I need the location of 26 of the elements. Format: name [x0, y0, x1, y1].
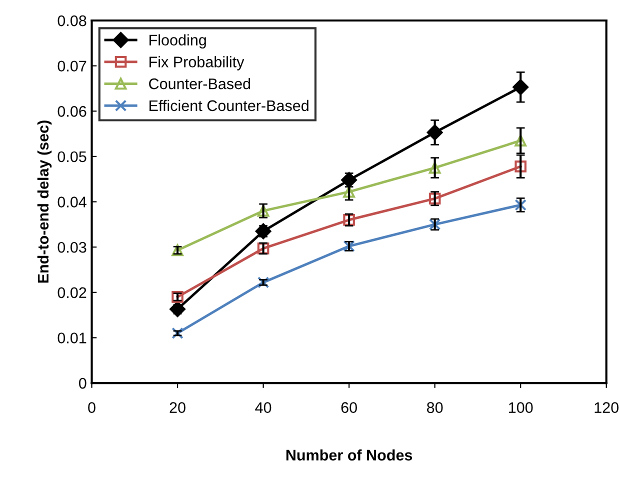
legend-label: Efficient Counter-Based — [150, 100, 308, 112]
x-tick-label: 20 — [170, 402, 186, 414]
x-tick-label: 0 — [88, 402, 96, 414]
point — [514, 134, 526, 146]
x-tick-label: 60 — [341, 402, 357, 414]
x-axis-title: Number of Nodes — [286, 449, 412, 461]
y-tick-label: 0.01 — [58, 332, 86, 344]
point — [428, 162, 441, 174]
y-axis-title: End-to-end delay (sec) — [37, 120, 52, 283]
x-tick-label: 120 — [594, 402, 619, 414]
x-tick-label: 40 — [255, 402, 272, 414]
legend-label: Counter-Based — [149, 78, 250, 90]
legend-label: Flooding — [150, 34, 206, 49]
y-tick-label: 0.03 — [58, 242, 86, 253]
point — [172, 327, 184, 340]
y-tick-label: 0.02 — [58, 287, 86, 298]
y-tick-label: 0.04 — [58, 196, 86, 208]
x-tick-label: 80 — [426, 402, 443, 414]
legend-label: Fix Probability — [150, 56, 244, 70]
y-tick-label: 0.05 — [58, 151, 86, 162]
y-tick-label: 0.07 — [58, 60, 86, 72]
y-tick-label: 0.06 — [58, 106, 86, 117]
y-tick-label: 0.08 — [58, 15, 86, 26]
y-tick-label: 0 — [79, 378, 86, 389]
point — [514, 160, 526, 172]
x-tick-label: 100 — [509, 402, 533, 414]
